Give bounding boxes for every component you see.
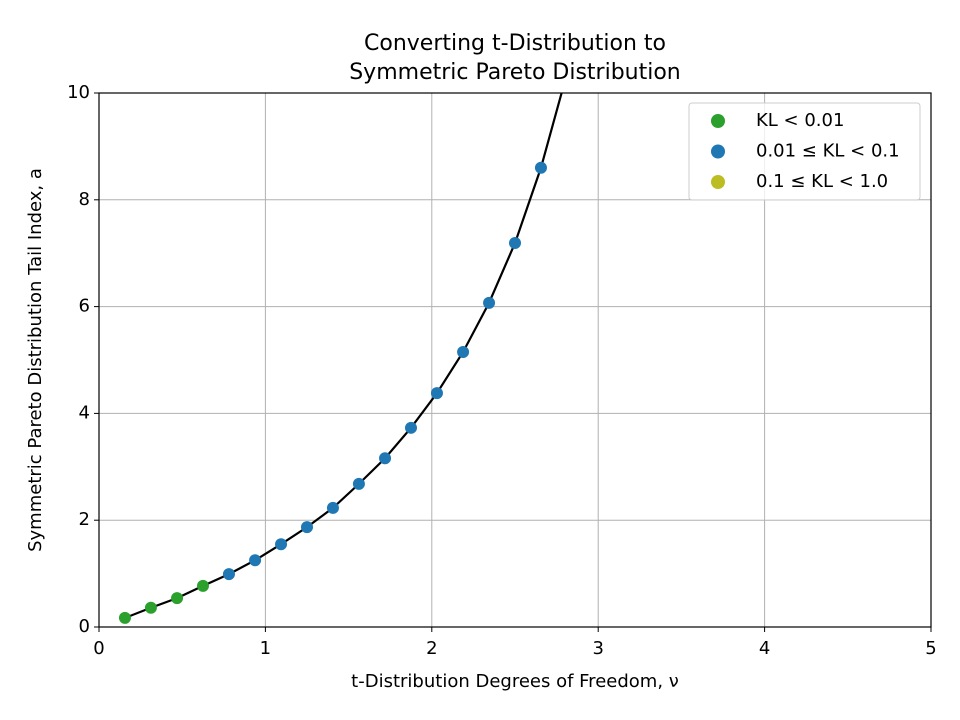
y-tick-label: 6 [79, 296, 90, 317]
legend-label: KL < 0.01 [756, 110, 844, 131]
data-point [509, 237, 521, 250]
data-point [118, 611, 131, 624]
data-point [379, 452, 392, 465]
legend-box [688, 102, 921, 201]
data-point [249, 554, 262, 567]
y-tick-label: 2 [79, 509, 90, 530]
data-point [457, 345, 470, 358]
y-axis-label: Symmetric Pareto Distribution Tail Index… [25, 168, 46, 552]
data-point [222, 568, 235, 581]
y-tick-label: 4 [79, 402, 90, 423]
chart-title: Converting t-Distribution to [364, 31, 666, 56]
plot-frame [98, 92, 932, 628]
data-point [430, 387, 443, 400]
data-point [197, 579, 209, 592]
data-point [405, 421, 417, 434]
x-tick-label: 3 [592, 638, 603, 659]
legend-label: 0.1 ≤ KL < 1.0 [756, 171, 888, 192]
fit-curve [124, 93, 563, 619]
x-tick-label: 4 [759, 638, 770, 659]
x-axis-label: t-Distribution Degrees of Freedom, ν [351, 671, 679, 692]
y-tick-label: 0 [79, 616, 90, 637]
data-point [171, 592, 184, 605]
x-tick-label: 2 [426, 638, 437, 659]
x-tick-label: 0 [93, 638, 104, 659]
legend-marker [711, 144, 725, 159]
x-tick-label: 1 [260, 638, 271, 659]
data-point [352, 477, 365, 490]
data-point [483, 296, 496, 309]
legend-label: 0.01 ≤ KL < 0.1 [756, 141, 900, 162]
y-tick-label: 8 [79, 189, 90, 210]
x-tick-label: 5 [925, 638, 936, 659]
data-point [326, 501, 339, 514]
data-point [144, 601, 157, 614]
data-point [534, 161, 547, 174]
data-point [301, 521, 313, 534]
y-tick-label: 10 [67, 82, 90, 103]
legend-marker [711, 114, 725, 128]
legend-marker [711, 175, 725, 189]
data-point [275, 538, 288, 551]
chart-title: Symmetric Pareto Distribution [349, 60, 681, 85]
